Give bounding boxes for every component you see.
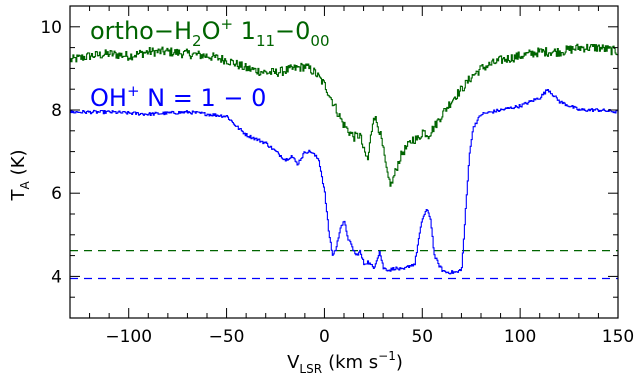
x-tick-label: 150 (602, 327, 634, 347)
x-tick-label: 50 (411, 327, 433, 347)
tick-labels: −100 −50 0 50 100 150 4 6 8 10 (40, 18, 634, 347)
y-axis-label: TA(K) (8, 149, 32, 201)
y-tick-label: 10 (40, 18, 62, 38)
axis-ticks (70, 5, 619, 318)
series-label-ortho-h2o-plus: ortho−H2O+ 111−000 (90, 15, 330, 50)
x-tick-label: 100 (504, 327, 536, 347)
data-layer (70, 43, 619, 280)
x-tick-label: 0 (319, 327, 330, 347)
x-axis-label: VLSR (km s−1) (287, 349, 403, 374)
y-tick-label: 8 (51, 101, 62, 121)
y-tick-label: 4 (51, 267, 62, 287)
x-tick-label: −100 (105, 327, 152, 347)
series-label-oh-plus: OH+ N = 1 − 0 (90, 82, 266, 112)
series-line-1 (70, 88, 619, 275)
x-tick-label: −50 (209, 327, 245, 347)
series-line-0 (70, 43, 619, 187)
y-tick-label: 6 (51, 184, 62, 204)
